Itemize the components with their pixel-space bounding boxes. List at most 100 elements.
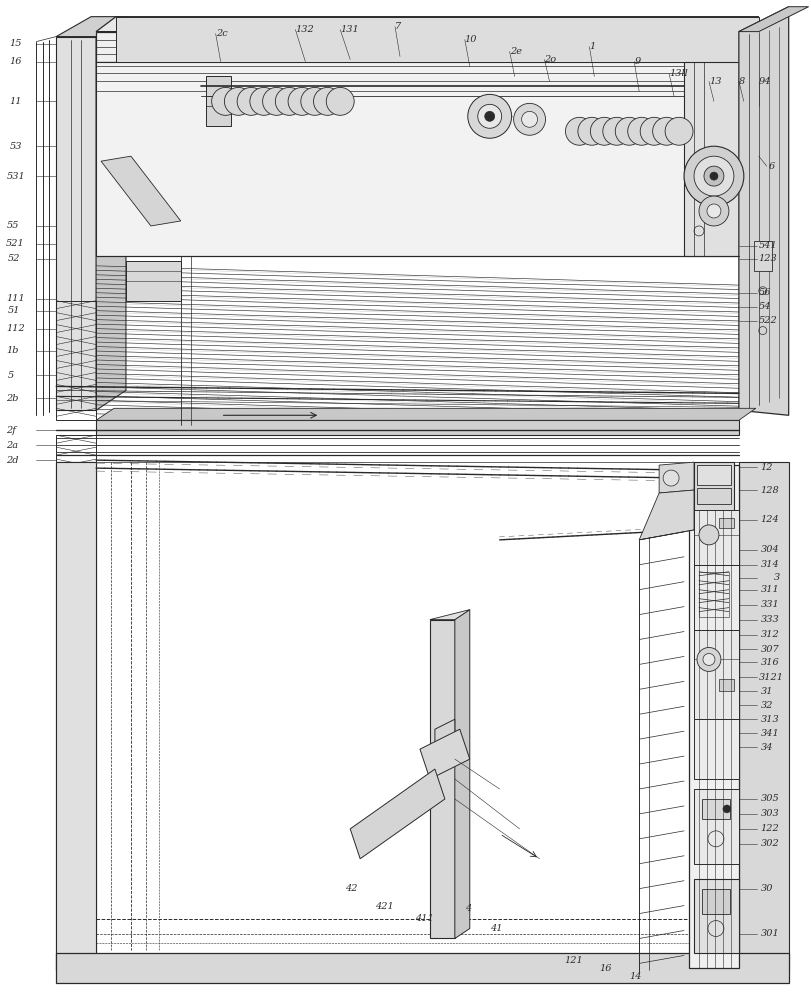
Text: 14: 14 <box>629 972 642 981</box>
Text: 2o: 2o <box>544 55 556 64</box>
Polygon shape <box>455 610 470 938</box>
Text: 34: 34 <box>761 743 773 752</box>
Text: 9: 9 <box>634 57 641 66</box>
Polygon shape <box>116 17 759 62</box>
Circle shape <box>590 117 618 145</box>
Bar <box>702 889 730 914</box>
Polygon shape <box>350 769 445 859</box>
Polygon shape <box>56 37 96 410</box>
Polygon shape <box>430 620 455 938</box>
Text: 131: 131 <box>341 25 359 34</box>
Bar <box>694 565 739 630</box>
Text: 316: 316 <box>761 658 779 667</box>
Bar <box>697 465 731 485</box>
Text: 421: 421 <box>375 902 394 911</box>
Circle shape <box>723 805 731 813</box>
Circle shape <box>468 94 512 138</box>
Circle shape <box>603 117 631 145</box>
Circle shape <box>628 117 655 145</box>
Text: 307: 307 <box>761 645 779 654</box>
Circle shape <box>616 117 643 145</box>
Text: 521: 521 <box>6 239 24 248</box>
Text: 12: 12 <box>761 463 773 472</box>
Polygon shape <box>639 490 694 540</box>
Circle shape <box>684 146 744 206</box>
Circle shape <box>314 87 341 115</box>
Text: 6: 6 <box>769 162 775 171</box>
Bar <box>56 462 96 970</box>
Circle shape <box>578 117 606 145</box>
Bar <box>56 435 96 530</box>
Text: 31: 31 <box>761 687 773 696</box>
Polygon shape <box>96 32 739 62</box>
Text: 128: 128 <box>761 486 779 495</box>
Text: 5: 5 <box>7 371 14 380</box>
Circle shape <box>665 117 693 145</box>
Circle shape <box>653 117 680 145</box>
Text: 333: 333 <box>761 615 779 624</box>
Circle shape <box>640 117 668 145</box>
Bar <box>702 799 730 819</box>
Text: 132: 132 <box>295 25 314 34</box>
Polygon shape <box>101 156 181 226</box>
Polygon shape <box>430 610 470 620</box>
Text: 123: 123 <box>759 254 778 263</box>
Text: 121: 121 <box>564 956 583 965</box>
Bar <box>56 953 788 983</box>
Text: 1b: 1b <box>6 346 19 355</box>
Circle shape <box>710 172 718 180</box>
Circle shape <box>704 166 724 186</box>
Text: 3121: 3121 <box>759 673 783 682</box>
Polygon shape <box>96 62 739 256</box>
Text: 3: 3 <box>774 573 780 582</box>
Text: 32: 32 <box>761 701 773 710</box>
Text: 2a: 2a <box>6 441 19 450</box>
Polygon shape <box>420 729 470 779</box>
Circle shape <box>288 87 316 115</box>
Circle shape <box>212 87 239 115</box>
Text: 41: 41 <box>490 924 502 933</box>
Circle shape <box>663 470 679 486</box>
Bar <box>697 488 731 504</box>
Text: 541: 541 <box>759 241 778 250</box>
Polygon shape <box>435 719 455 769</box>
Polygon shape <box>96 408 756 420</box>
Text: 301: 301 <box>761 929 779 938</box>
Bar <box>699 572 729 617</box>
Circle shape <box>237 87 265 115</box>
Polygon shape <box>96 17 126 410</box>
Text: 55: 55 <box>6 221 19 230</box>
Bar <box>719 679 734 691</box>
Text: 15: 15 <box>10 39 22 48</box>
Text: 4: 4 <box>465 904 471 913</box>
Bar <box>694 510 739 565</box>
Text: 1: 1 <box>590 42 595 51</box>
Circle shape <box>699 525 719 545</box>
Text: 341: 341 <box>761 729 779 738</box>
Bar <box>694 719 739 779</box>
Text: 2e: 2e <box>509 47 521 56</box>
Bar <box>753 241 772 271</box>
Polygon shape <box>96 420 739 435</box>
Text: 2d: 2d <box>6 456 19 465</box>
Text: 314: 314 <box>761 560 779 569</box>
Circle shape <box>703 653 715 665</box>
Text: 302: 302 <box>761 839 779 848</box>
Text: 52: 52 <box>7 254 19 263</box>
Bar <box>694 630 739 719</box>
Polygon shape <box>739 7 788 415</box>
Bar <box>206 76 230 126</box>
Circle shape <box>326 87 354 115</box>
Bar <box>694 879 739 953</box>
Text: 522: 522 <box>759 316 778 325</box>
Circle shape <box>478 104 502 128</box>
Circle shape <box>485 111 495 121</box>
Polygon shape <box>126 261 181 301</box>
Text: 313: 313 <box>761 715 779 724</box>
Circle shape <box>699 196 729 226</box>
Text: 2f: 2f <box>6 426 16 435</box>
Text: 11: 11 <box>10 97 22 106</box>
Bar <box>719 518 734 528</box>
Text: 531: 531 <box>6 172 25 181</box>
Polygon shape <box>659 462 694 493</box>
